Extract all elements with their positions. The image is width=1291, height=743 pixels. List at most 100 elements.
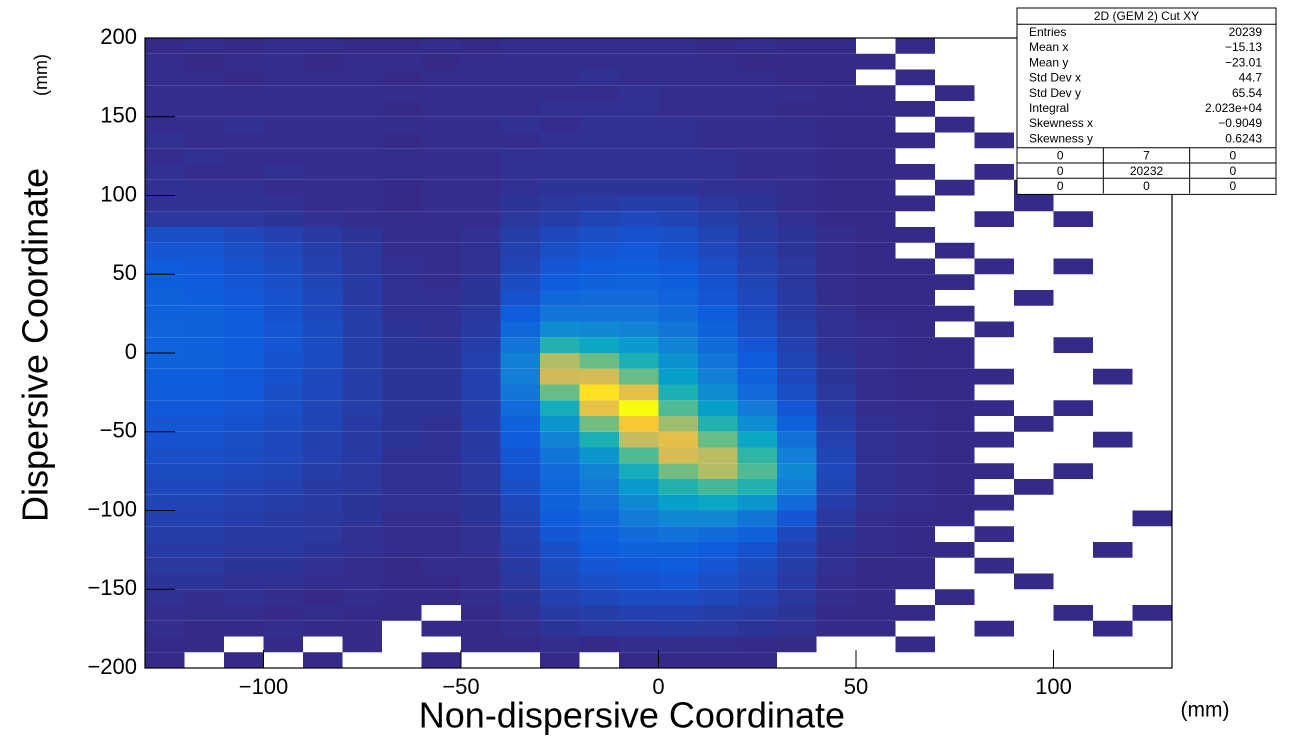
heatmap-cell bbox=[540, 542, 580, 558]
heatmap-cell bbox=[658, 431, 698, 448]
heatmap-cell bbox=[777, 510, 817, 527]
heatmap-cell bbox=[263, 116, 303, 133]
heatmap-cell bbox=[619, 211, 659, 227]
heatmap-cell bbox=[1133, 589, 1173, 605]
heatmap-cell bbox=[856, 416, 896, 432]
heatmap-cell bbox=[263, 69, 303, 86]
heatmap-cell bbox=[342, 620, 382, 637]
heatmap-cell bbox=[461, 53, 501, 70]
stats-value: −15.13 bbox=[1225, 40, 1262, 54]
heatmap-cell bbox=[145, 463, 185, 479]
heatmap-cell bbox=[935, 574, 975, 590]
heatmap-cell bbox=[737, 526, 777, 542]
heatmap-cell bbox=[816, 605, 856, 621]
heatmap-cell bbox=[500, 101, 540, 117]
heatmap-cell bbox=[263, 321, 303, 338]
heatmap-cell bbox=[856, 589, 896, 605]
heatmap-cell bbox=[737, 384, 777, 401]
heatmap-cell bbox=[500, 53, 540, 70]
heatmap-cell bbox=[263, 337, 303, 353]
heatmap-cell bbox=[619, 53, 659, 70]
heatmap-cell bbox=[224, 573, 264, 590]
heatmap-cell bbox=[342, 463, 382, 479]
heatmap-cell bbox=[856, 637, 896, 653]
heatmap-cell bbox=[817, 637, 857, 653]
x-tick-label: 0 bbox=[652, 674, 664, 699]
heatmap-cell bbox=[185, 652, 225, 668]
heatmap-cell bbox=[658, 305, 698, 322]
heatmap-cell bbox=[698, 557, 738, 574]
heatmap-cell bbox=[145, 526, 185, 542]
heatmap-cell bbox=[540, 557, 580, 574]
heatmap-cell bbox=[856, 447, 896, 464]
heatmap-cell bbox=[856, 353, 896, 369]
heatmap-cell bbox=[896, 621, 936, 637]
heatmap-cell bbox=[500, 164, 540, 180]
heatmap-cell bbox=[1093, 448, 1133, 464]
heatmap-cell bbox=[1093, 211, 1133, 227]
heatmap-cell bbox=[698, 164, 738, 180]
heatmap-cell bbox=[935, 621, 975, 637]
heatmap-cell bbox=[224, 494, 264, 511]
heatmap-cell bbox=[145, 321, 185, 338]
heatmap-cell bbox=[1093, 652, 1133, 668]
heatmap-cell bbox=[737, 305, 777, 322]
heatmap-cell bbox=[263, 211, 303, 227]
heatmap-cell bbox=[1093, 368, 1133, 385]
heatmap-cell bbox=[421, 431, 461, 448]
heatmap-cell bbox=[737, 573, 777, 590]
heatmap-cell bbox=[145, 195, 185, 212]
heatmap-cell bbox=[737, 400, 777, 416]
heatmap-cell bbox=[500, 195, 540, 212]
heatmap-cell bbox=[737, 227, 777, 243]
heatmap-cell bbox=[737, 337, 777, 353]
heatmap-cell bbox=[579, 258, 619, 275]
heatmap-cell bbox=[856, 70, 896, 86]
heatmap-cell bbox=[382, 510, 422, 527]
heatmap-cell bbox=[777, 620, 817, 637]
heatmap-cell bbox=[935, 133, 975, 149]
heatmap-cell bbox=[856, 479, 896, 495]
heatmap-cell bbox=[342, 101, 382, 117]
heatmap-cell bbox=[263, 85, 303, 101]
heatmap-cell bbox=[342, 132, 382, 149]
heatmap-cell bbox=[895, 526, 935, 542]
heatmap-cell bbox=[500, 258, 540, 275]
heatmap-cell bbox=[1054, 526, 1094, 542]
heatmap-cell bbox=[263, 368, 303, 385]
heatmap-cell bbox=[461, 494, 501, 511]
heatmap-cell bbox=[816, 368, 856, 385]
heatmap-cell bbox=[856, 148, 896, 164]
heatmap-cell bbox=[461, 431, 501, 448]
heatmap-cell bbox=[1133, 322, 1173, 338]
heatmap-cell bbox=[540, 69, 580, 86]
heatmap-cell bbox=[816, 258, 856, 275]
heatmap-cell bbox=[184, 69, 224, 86]
heatmap-cell bbox=[579, 494, 619, 511]
heatmap-cell bbox=[856, 526, 896, 542]
heatmap-cell bbox=[1093, 416, 1133, 432]
heatmap-cell bbox=[421, 479, 461, 495]
heatmap-cell bbox=[619, 573, 659, 590]
heatmap-cell bbox=[145, 542, 185, 558]
heatmap-cell bbox=[619, 542, 659, 558]
heatmap-cell bbox=[1014, 416, 1054, 432]
heatmap-cell bbox=[342, 589, 382, 605]
heatmap-cell bbox=[619, 620, 659, 637]
heatmap-cell bbox=[1014, 573, 1054, 590]
heatmap-cell bbox=[224, 431, 264, 448]
heatmap-cell bbox=[1054, 511, 1094, 527]
heatmap-cell bbox=[1133, 227, 1173, 243]
heatmap-cell bbox=[263, 227, 303, 243]
heatmap-cell bbox=[896, 148, 936, 164]
heatmap-cell bbox=[421, 211, 461, 227]
heatmap-cell bbox=[145, 274, 185, 290]
heatmap-cell bbox=[421, 400, 461, 416]
heatmap-cell bbox=[975, 101, 1015, 117]
heatmap-cell bbox=[619, 337, 659, 353]
heatmap-cell bbox=[619, 69, 659, 86]
heatmap-cell bbox=[816, 589, 856, 605]
heatmap-cell bbox=[895, 274, 935, 290]
heatmap-cell bbox=[658, 605, 698, 621]
heatmap-cell bbox=[303, 305, 343, 322]
